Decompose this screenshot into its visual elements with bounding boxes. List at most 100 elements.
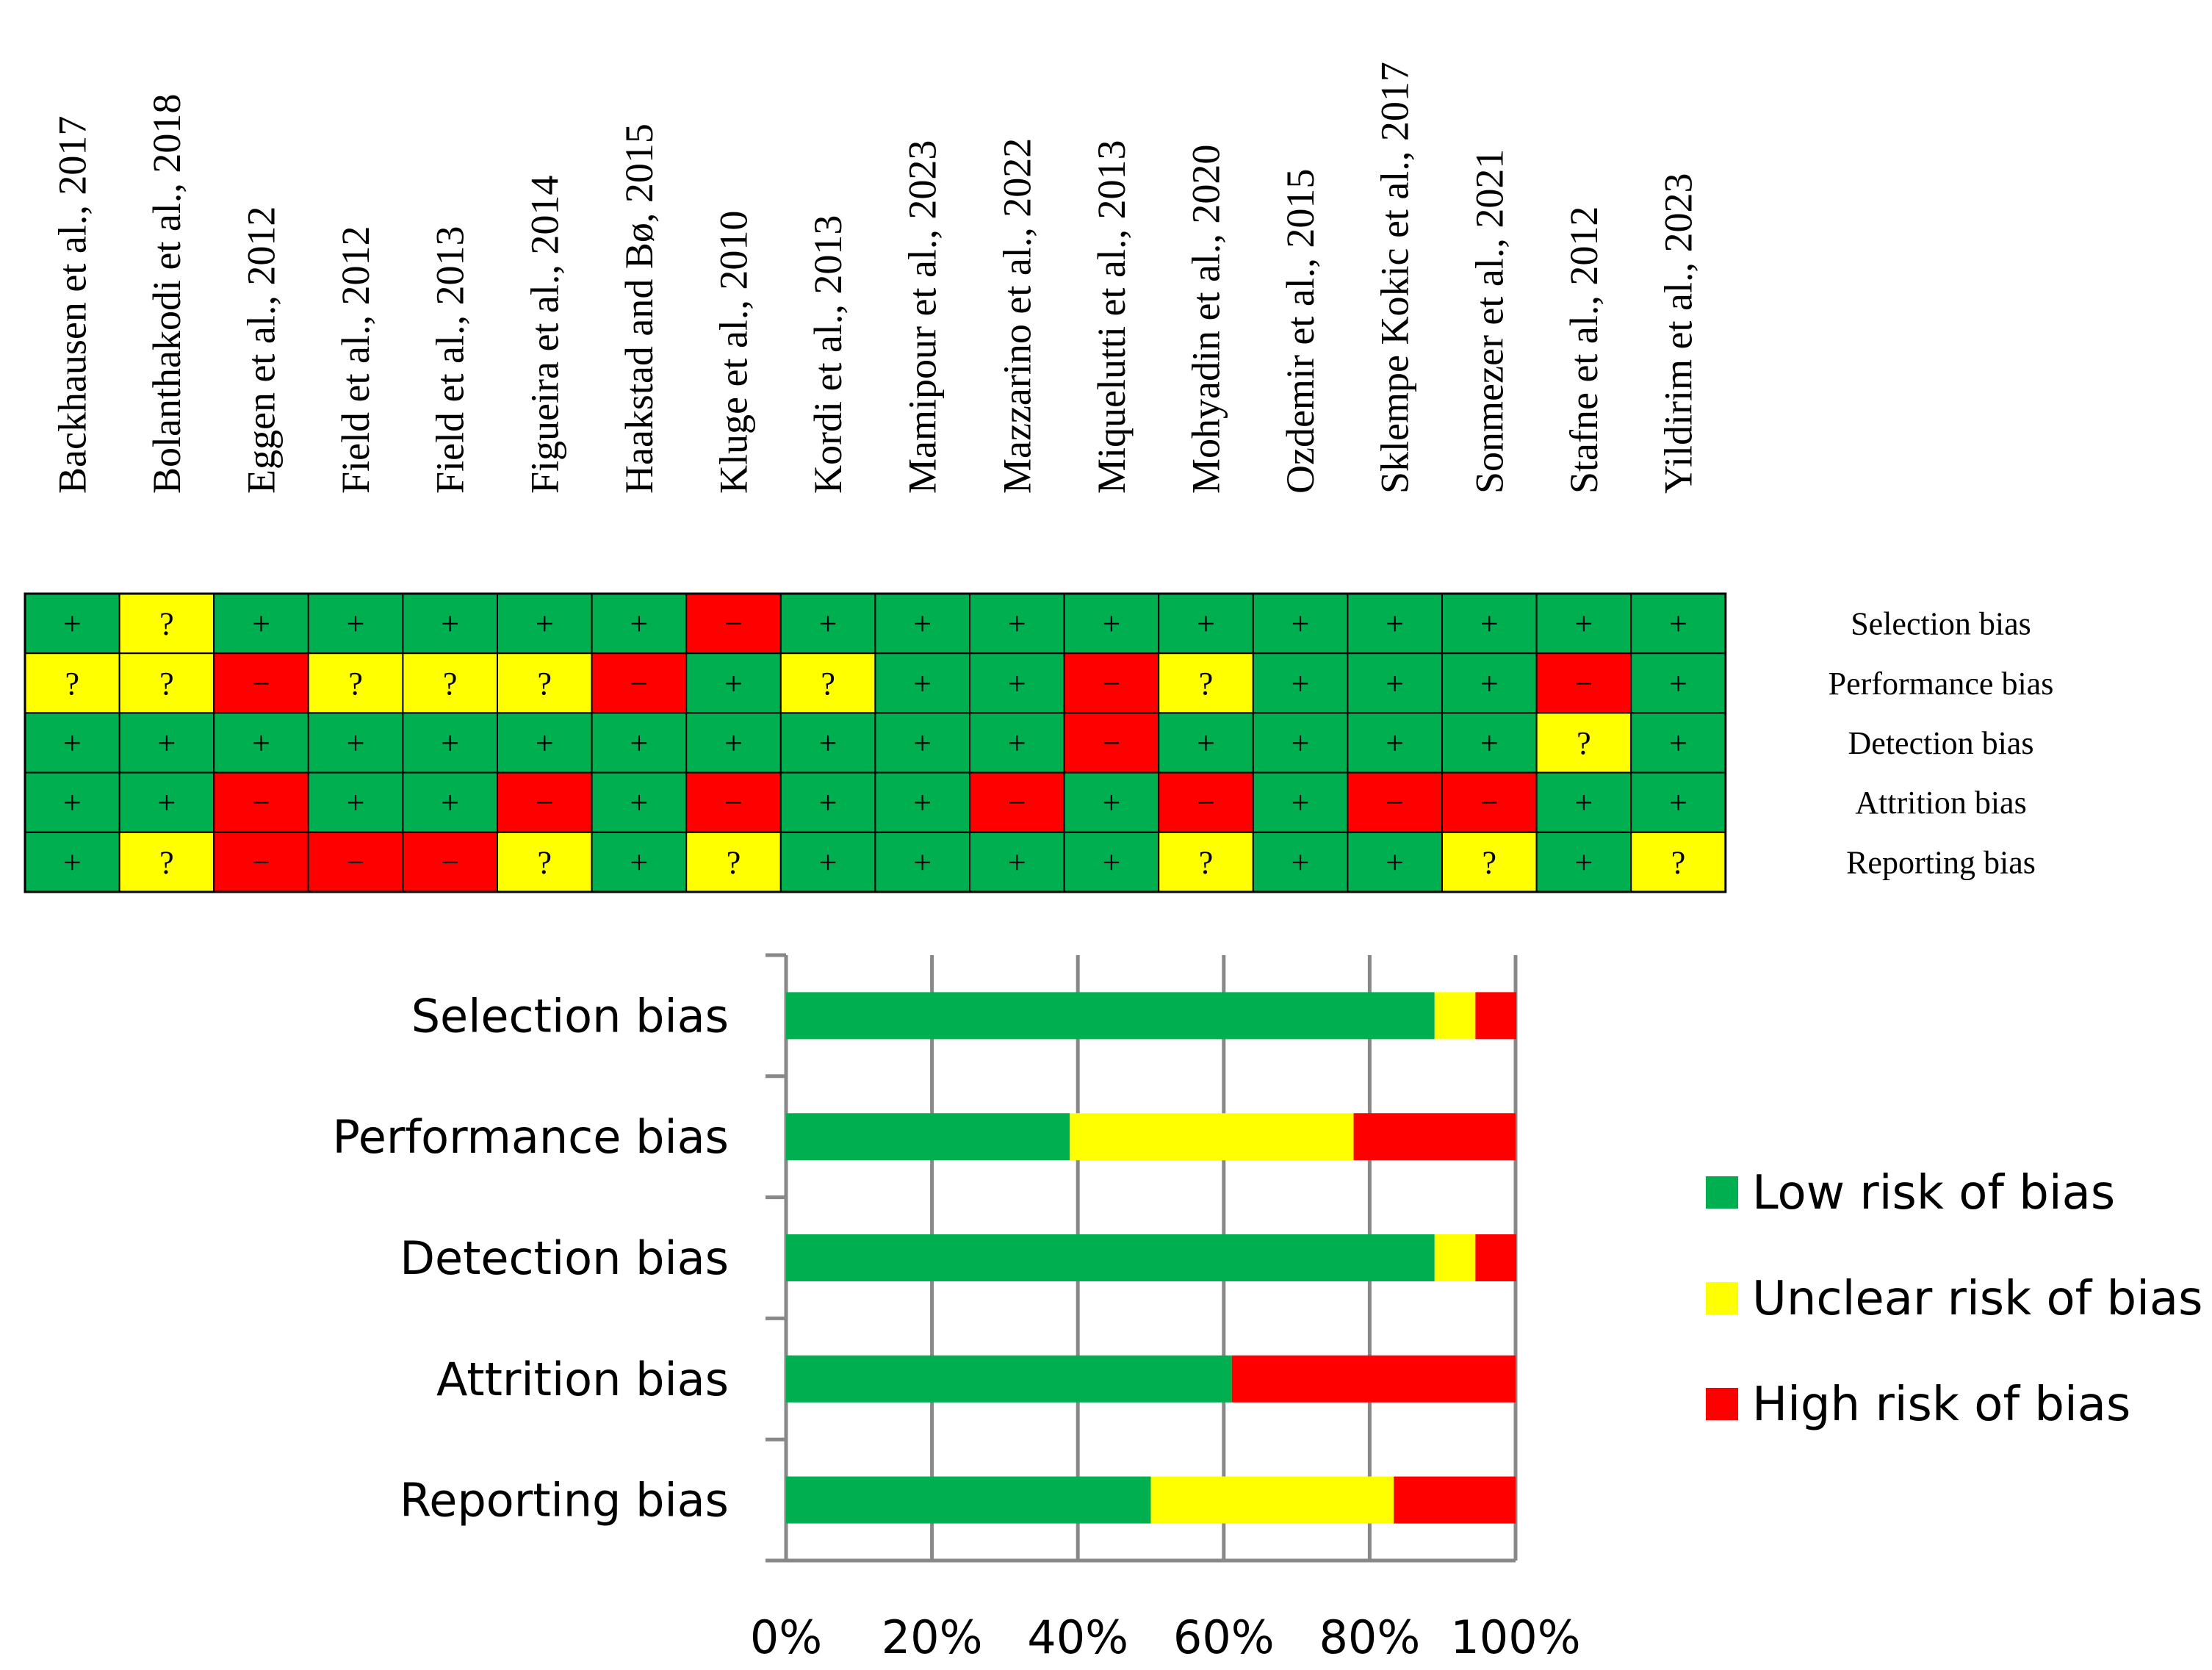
rating-symbol: +: [913, 606, 932, 642]
rating-symbol: ?: [65, 666, 80, 702]
rating-symbol: +: [1669, 725, 1687, 761]
grid-border: [24, 592, 1727, 893]
study-label: Sklempe Kokic et al., 2017: [1373, 62, 1417, 494]
rating-cell: [874, 652, 971, 714]
rating-cell: [969, 712, 1065, 774]
rating-cell: [1535, 712, 1632, 774]
bar-segment: [786, 1234, 1435, 1281]
rating-symbol: ?: [1577, 725, 1591, 761]
rating-cell: [1347, 771, 1444, 833]
rating-symbol: −: [1102, 725, 1120, 761]
rating-cell: [118, 831, 215, 893]
rating-symbol: −: [1008, 785, 1026, 821]
rating-cell: [874, 831, 971, 893]
category-label: Performance bias: [333, 1110, 729, 1164]
study-label: Field et al., 2013: [428, 226, 472, 494]
rating-cell: [1630, 771, 1726, 833]
rating-cell: [24, 593, 120, 655]
rating-symbol: +: [724, 666, 743, 702]
rating-symbol: −: [1386, 785, 1404, 821]
rating-symbol: +: [913, 666, 932, 702]
rating-cell: [1063, 593, 1160, 655]
x-tick-label: 20%: [882, 1610, 983, 1664]
rating-symbol: +: [630, 725, 648, 761]
rating-symbol: +: [1386, 606, 1404, 642]
study-label: Mamipour et al., 2023: [901, 140, 945, 494]
rating-symbol: +: [157, 785, 176, 821]
rating-cell: [1347, 712, 1444, 774]
category-label: Detection bias: [400, 1231, 729, 1285]
rating-cell: [1158, 652, 1254, 714]
rating-cell: [1630, 652, 1726, 714]
rating-cell: [24, 771, 120, 833]
rating-symbol: ?: [159, 606, 174, 642]
rating-cell: [1252, 712, 1349, 774]
rating-symbol: −: [347, 844, 365, 880]
legend-swatch: [1706, 1282, 1738, 1314]
rating-symbol: +: [1102, 844, 1120, 880]
rating-symbol: −: [630, 666, 648, 702]
rating-symbol: +: [1386, 844, 1404, 880]
rating-symbol: +: [913, 844, 932, 880]
study-label: Kluge et al., 2010: [712, 211, 756, 494]
bar-segment: [1231, 1355, 1516, 1403]
rating-symbol: +: [252, 725, 270, 761]
rating-symbol: −: [1197, 785, 1215, 821]
legend-swatch: [1706, 1388, 1738, 1420]
rating-cell: [874, 712, 971, 774]
rating-symbol: +: [913, 725, 932, 761]
rating-symbol: +: [347, 725, 365, 761]
rating-symbol: ?: [159, 844, 174, 880]
rating-symbol: ?: [538, 666, 552, 702]
domain-label: Performance bias: [1829, 666, 2054, 702]
rating-symbol: +: [819, 844, 837, 880]
rating-symbol: −: [441, 844, 459, 880]
rating-symbol: +: [819, 785, 837, 821]
rating-cell: [1252, 771, 1349, 833]
domain-label: Detection bias: [1848, 725, 2034, 761]
rating-symbol: +: [1291, 844, 1310, 880]
rating-symbol: −: [1102, 666, 1120, 702]
rating-symbol: +: [819, 606, 837, 642]
bar-segment: [1394, 1476, 1516, 1524]
rating-cell: [591, 771, 688, 833]
rating-symbol: +: [347, 606, 365, 642]
rating-symbol: +: [1291, 785, 1310, 821]
rating-symbol: +: [536, 606, 554, 642]
rating-symbol: +: [1480, 606, 1499, 642]
rating-cell: [1158, 771, 1254, 833]
rating-symbol: +: [1197, 725, 1215, 761]
rating-cell: [1535, 593, 1632, 655]
rating-symbol: −: [1480, 785, 1499, 821]
rating-cell: [1441, 831, 1538, 893]
study-label: Eggen et al., 2012: [239, 206, 284, 494]
rating-symbol: +: [819, 725, 837, 761]
rating-cell: [213, 712, 309, 774]
bar-segment: [1475, 1234, 1516, 1281]
rating-symbol: +: [63, 725, 82, 761]
rating-cell: [307, 712, 404, 774]
rating-cell: [497, 712, 593, 774]
rating-cell: [1063, 831, 1160, 893]
study-label: Haakstad and Bø, 2015: [617, 123, 661, 494]
legend-label: High risk of bias: [1752, 1378, 2130, 1432]
rating-symbol: +: [1669, 606, 1687, 642]
rating-cell: [1158, 831, 1254, 893]
rating-cell: [969, 652, 1065, 714]
rating-symbol: +: [1574, 844, 1593, 880]
study-label: Mazzarino et al., 2022: [995, 138, 1039, 494]
rating-symbol: +: [252, 606, 270, 642]
category-label: Reporting bias: [400, 1474, 729, 1527]
study-label: Kordi et al., 2013: [806, 215, 850, 494]
legend: Low risk of bias Unclear risk of bias High…: [1706, 1166, 2202, 1432]
rating-cell: [118, 652, 215, 714]
rating-symbol: +: [536, 725, 554, 761]
rating-symbol: +: [1669, 666, 1687, 702]
rating-symbol: ?: [1483, 844, 1497, 880]
rating-symbol: ?: [1199, 666, 1214, 702]
domain-label: Attrition bias: [1855, 785, 2026, 821]
study-label: Backhausen et al., 2017: [50, 116, 94, 494]
rating-cell: [1158, 712, 1254, 774]
rating-cell: [1535, 831, 1632, 893]
rating-symbol: +: [630, 844, 648, 880]
